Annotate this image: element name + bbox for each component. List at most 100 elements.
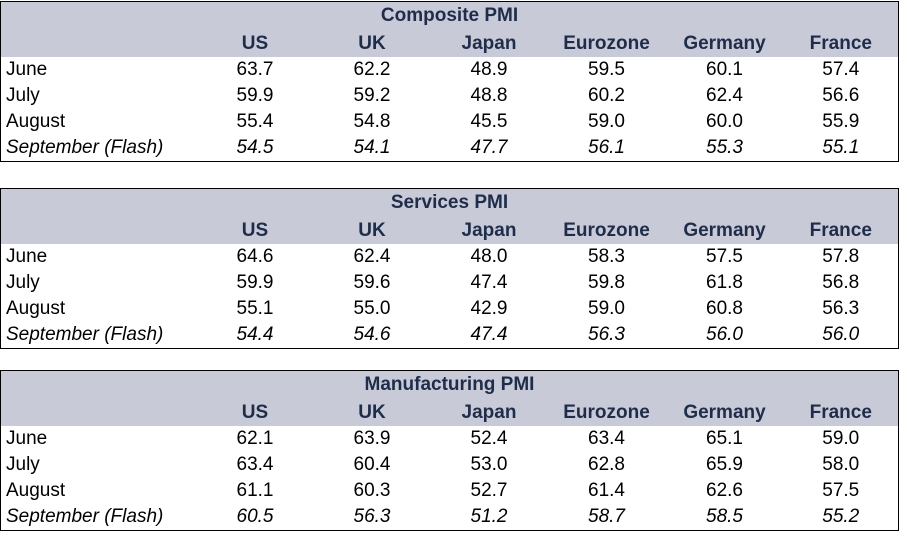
table-cell: 54.4 xyxy=(236,324,274,345)
table-cell: 60.5 xyxy=(236,506,274,527)
table-title-row: Services PMI xyxy=(0,188,899,217)
table-cell: 47.4 xyxy=(470,324,508,345)
table-cell: 63.4 xyxy=(588,428,625,449)
table-cell: 62.4 xyxy=(706,85,743,106)
table-cell: 52.4 xyxy=(470,428,508,449)
table-cell: 47.7 xyxy=(470,137,508,158)
column-header: Eurozone xyxy=(547,399,666,426)
table-cell: 63.7 xyxy=(236,59,274,80)
manufacturing-pmi-table: Manufacturing PMI US UK Japan Eurozone G… xyxy=(0,370,899,531)
table-row: July 63.4 60.4 53.0 62.8 65.9 58.0 xyxy=(1,452,899,478)
row-label: June xyxy=(6,59,48,80)
table-cell: 54.6 xyxy=(353,324,391,345)
table-cell: 55.1 xyxy=(236,298,274,319)
table-cell: 57.5 xyxy=(822,480,860,501)
table-cell: 61.4 xyxy=(588,480,625,501)
table-cell: 62.4 xyxy=(353,246,391,267)
table-cell: 57.4 xyxy=(822,59,860,80)
table-cell: 55.9 xyxy=(822,111,860,132)
row-label: July xyxy=(6,85,40,106)
table-cell: 63.9 xyxy=(353,428,391,449)
row-label-header xyxy=(0,217,197,244)
row-label: August xyxy=(6,111,66,132)
row-label: September (Flash) xyxy=(6,137,164,158)
table-cell: 58.5 xyxy=(706,506,743,527)
table-cell: 59.6 xyxy=(353,272,391,293)
table-row: June 64.6 62.4 48.0 58.3 57.5 57.8 xyxy=(1,244,899,270)
table-row-flash: September (Flash) 54.4 54.6 47.4 56.3 56… xyxy=(1,322,899,349)
table-row: August 61.1 60.3 52.7 61.4 62.6 57.5 xyxy=(1,478,899,504)
composite-pmi-table: Composite PMI US UK Japan Eurozone Germa… xyxy=(0,1,900,162)
table-cell: 56.0 xyxy=(822,324,860,345)
table-row: July 59.9 59.2 48.8 60.2 62.4 56.6 xyxy=(1,83,899,109)
table-cell: 60.0 xyxy=(706,111,743,132)
row-label: August xyxy=(6,298,66,319)
column-header: Germany xyxy=(665,30,784,57)
table-cell: 59.5 xyxy=(588,59,625,80)
table-cell: 58.7 xyxy=(588,506,625,527)
table-cell: 59.2 xyxy=(353,85,391,106)
table-cell: 59.0 xyxy=(588,298,625,319)
table-cell: 65.9 xyxy=(706,454,743,475)
table-cell: 56.3 xyxy=(353,506,391,527)
row-label-header xyxy=(0,30,197,57)
table-cell: 57.8 xyxy=(822,246,860,267)
row-label: July xyxy=(6,272,40,293)
column-header: Germany xyxy=(665,399,784,426)
row-label: September (Flash) xyxy=(6,506,164,527)
table-cell: 54.5 xyxy=(236,137,274,158)
table-cell: 59.8 xyxy=(588,272,625,293)
column-header: UK xyxy=(313,30,431,57)
table-row: July 59.9 59.6 47.4 59.8 61.8 56.8 xyxy=(1,270,899,296)
table-cell: 60.4 xyxy=(353,454,391,475)
table-cell: 61.1 xyxy=(236,480,274,501)
column-header: Eurozone xyxy=(547,30,666,57)
column-header: UK xyxy=(313,217,431,244)
table-cell: 56.3 xyxy=(822,298,860,319)
table-cell: 61.8 xyxy=(706,272,743,293)
table-cell: 56.1 xyxy=(588,137,625,158)
table-row: June 63.7 62.2 48.9 59.5 60.1 57.4 xyxy=(1,57,899,83)
table-title-row: Manufacturing PMI xyxy=(0,370,899,399)
table-row-flash: September (Flash) 60.5 56.3 51.2 58.7 58… xyxy=(1,504,899,531)
table-cell: 63.4 xyxy=(236,454,274,475)
column-header: Japan xyxy=(430,217,548,244)
table-title: Services PMI xyxy=(0,188,899,217)
table-cell: 62.2 xyxy=(353,59,391,80)
column-header: UK xyxy=(313,399,431,426)
row-label-header xyxy=(0,399,197,426)
row-label: July xyxy=(6,454,40,475)
table-cell: 55.0 xyxy=(353,298,391,319)
column-header: Germany xyxy=(665,217,784,244)
table-row: June 62.1 63.9 52.4 63.4 65.1 59.0 xyxy=(1,426,899,452)
table-row: August 55.1 55.0 42.9 59.0 60.8 56.3 xyxy=(1,296,899,322)
row-label: August xyxy=(6,480,66,501)
table-cell: 62.6 xyxy=(706,480,743,501)
column-header-row: US UK Japan Eurozone Germany France xyxy=(0,30,899,57)
column-header: US xyxy=(196,399,314,426)
table-row-flash: September (Flash) 54.5 54.1 47.7 56.1 55… xyxy=(1,135,899,162)
column-header: Japan xyxy=(430,30,548,57)
table-cell: 56.3 xyxy=(588,324,625,345)
column-header: France xyxy=(783,30,899,57)
table-cell: 56.0 xyxy=(706,324,743,345)
table-cell: 60.2 xyxy=(588,85,625,106)
column-header: US xyxy=(196,217,314,244)
table-cell: 62.8 xyxy=(588,454,625,475)
table-cell: 51.2 xyxy=(470,506,508,527)
table-cell: 64.6 xyxy=(236,246,274,267)
table-cell: 55.4 xyxy=(236,111,274,132)
table-cell: 42.9 xyxy=(470,298,508,319)
table-cell: 56.6 xyxy=(822,85,860,106)
table-cell: 54.1 xyxy=(353,137,391,158)
table-cell: 60.1 xyxy=(706,59,743,80)
table-cell: 52.7 xyxy=(470,480,508,501)
column-header-row: US UK Japan Eurozone Germany France xyxy=(0,399,899,426)
row-label: June xyxy=(6,246,48,267)
table-cell: 59.9 xyxy=(236,85,274,106)
column-header-row: US UK Japan Eurozone Germany France xyxy=(0,217,899,244)
table-cell: 55.2 xyxy=(822,506,860,527)
column-header: France xyxy=(783,399,899,426)
table-cell: 48.8 xyxy=(470,85,508,106)
table-cell: 57.5 xyxy=(706,246,743,267)
